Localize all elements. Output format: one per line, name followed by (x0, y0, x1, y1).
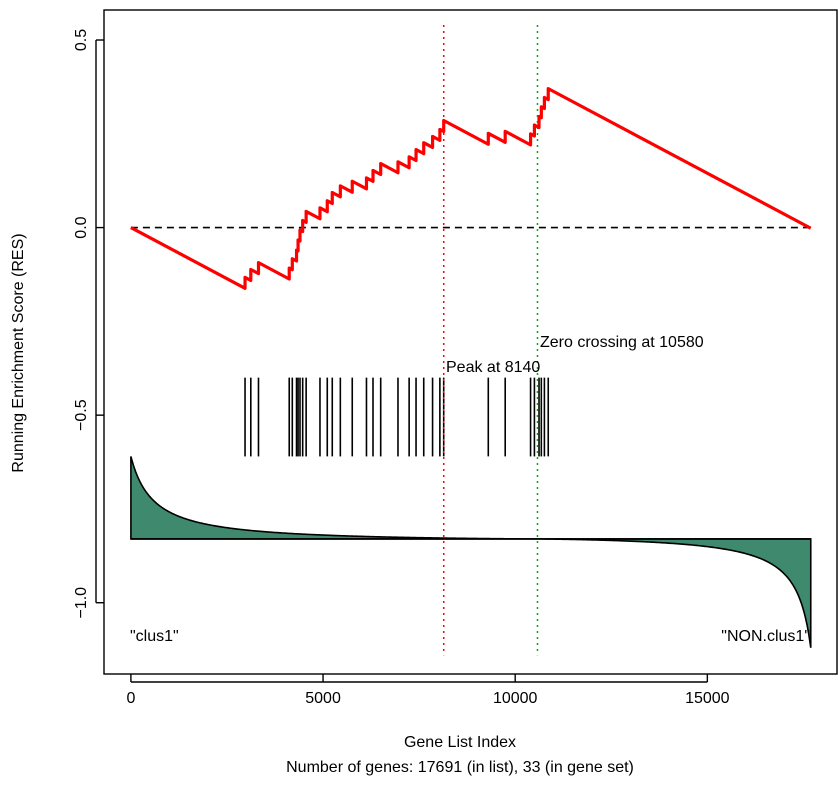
x-tick-label: 0 (126, 690, 135, 707)
y-tick-label: 0.5 (73, 29, 90, 51)
plot-frame (103, 9, 838, 675)
zero-crossing-annotation: Zero crossing at 10580 (540, 334, 704, 351)
y-axis-title: Running Enrichment Score (RES) (10, 233, 27, 472)
running-enrichment-score-line (130, 87, 812, 290)
y-tick-label: −1.0 (73, 587, 90, 619)
y-tick-label: −0.5 (73, 399, 90, 431)
ranked-metric-area (130, 456, 812, 648)
x-tick-label: 15000 (685, 690, 730, 707)
x-axis-title: Gene List Index (404, 734, 516, 751)
x-axis-subtitle: Number of genes: 17691 (in list), 33 (in… (286, 759, 634, 776)
x-tick-label: 10000 (493, 690, 538, 707)
x-tick-label: 5000 (305, 690, 341, 707)
left-class-label: "clus1" (130, 628, 179, 645)
peak-annotation: Peak at 8140 (446, 359, 540, 376)
plot-area: 0 5000 10000 15000 0.5 0.0 −0.5 −1.0 (73, 9, 838, 707)
right-class-label: "NON.clus1" (721, 628, 810, 645)
y-tick-label: 0.0 (73, 216, 90, 238)
